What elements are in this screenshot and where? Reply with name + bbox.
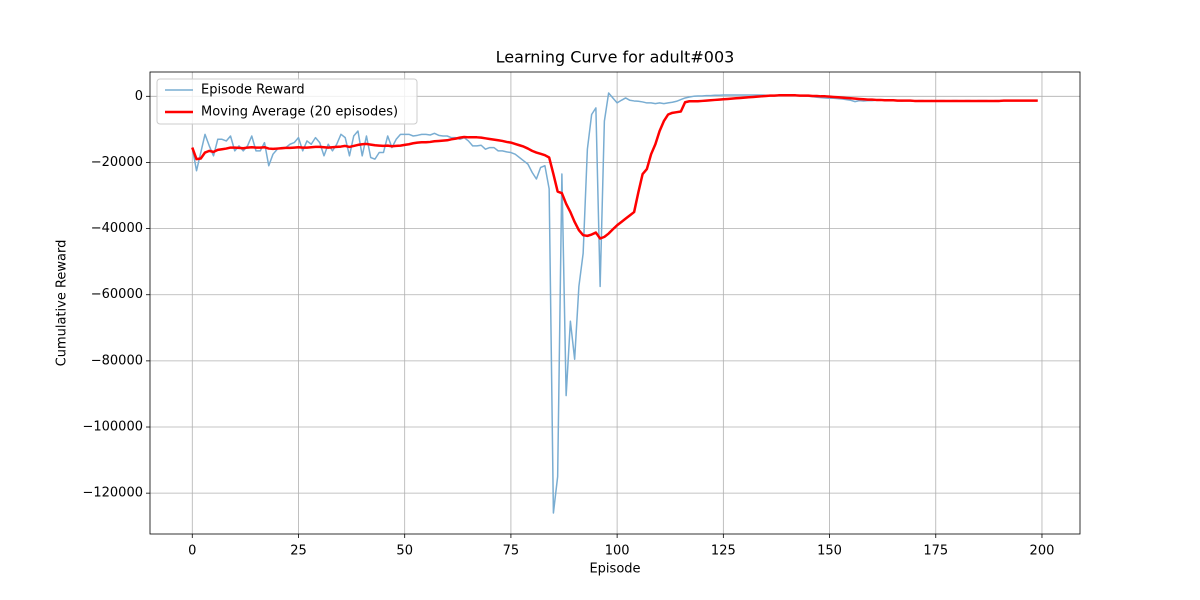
y-tick-label: −120000 (82, 486, 143, 501)
chart-title: Learning Curve for adult#003 (496, 48, 735, 67)
y-tick-label: −80000 (91, 353, 143, 368)
x-tick-label: 100 (605, 544, 630, 559)
y-axis-label: Cumulative Reward (55, 240, 70, 367)
legend-box (156, 78, 418, 125)
legend-label: Moving Average (20 episodes) (201, 105, 398, 120)
x-tick-label: 50 (396, 544, 413, 559)
x-tick-label: 25 (290, 544, 307, 559)
y-tick-label: −60000 (91, 287, 143, 302)
x-tick-label: 0 (188, 544, 196, 559)
y-tick-label: −100000 (82, 420, 143, 435)
y-tick-label: 0 (135, 89, 143, 104)
x-tick-label: 75 (503, 544, 520, 559)
x-tick-label: 150 (817, 544, 842, 559)
y-tick-label: −40000 (91, 221, 143, 236)
y-tick-label: −20000 (91, 155, 143, 170)
x-tick-label: 200 (1030, 544, 1055, 559)
series-line (191, 92, 1038, 514)
series-line (191, 94, 1038, 240)
x-tick-label: 175 (923, 544, 948, 559)
x-axis-label: Episode (589, 562, 640, 577)
legend-label: Episode Reward (201, 83, 305, 98)
legend: Episode Reward Moving Average (20 episode… (156, 78, 418, 125)
plot-frame (149, 71, 1081, 535)
x-tick-label: 125 (711, 544, 736, 559)
